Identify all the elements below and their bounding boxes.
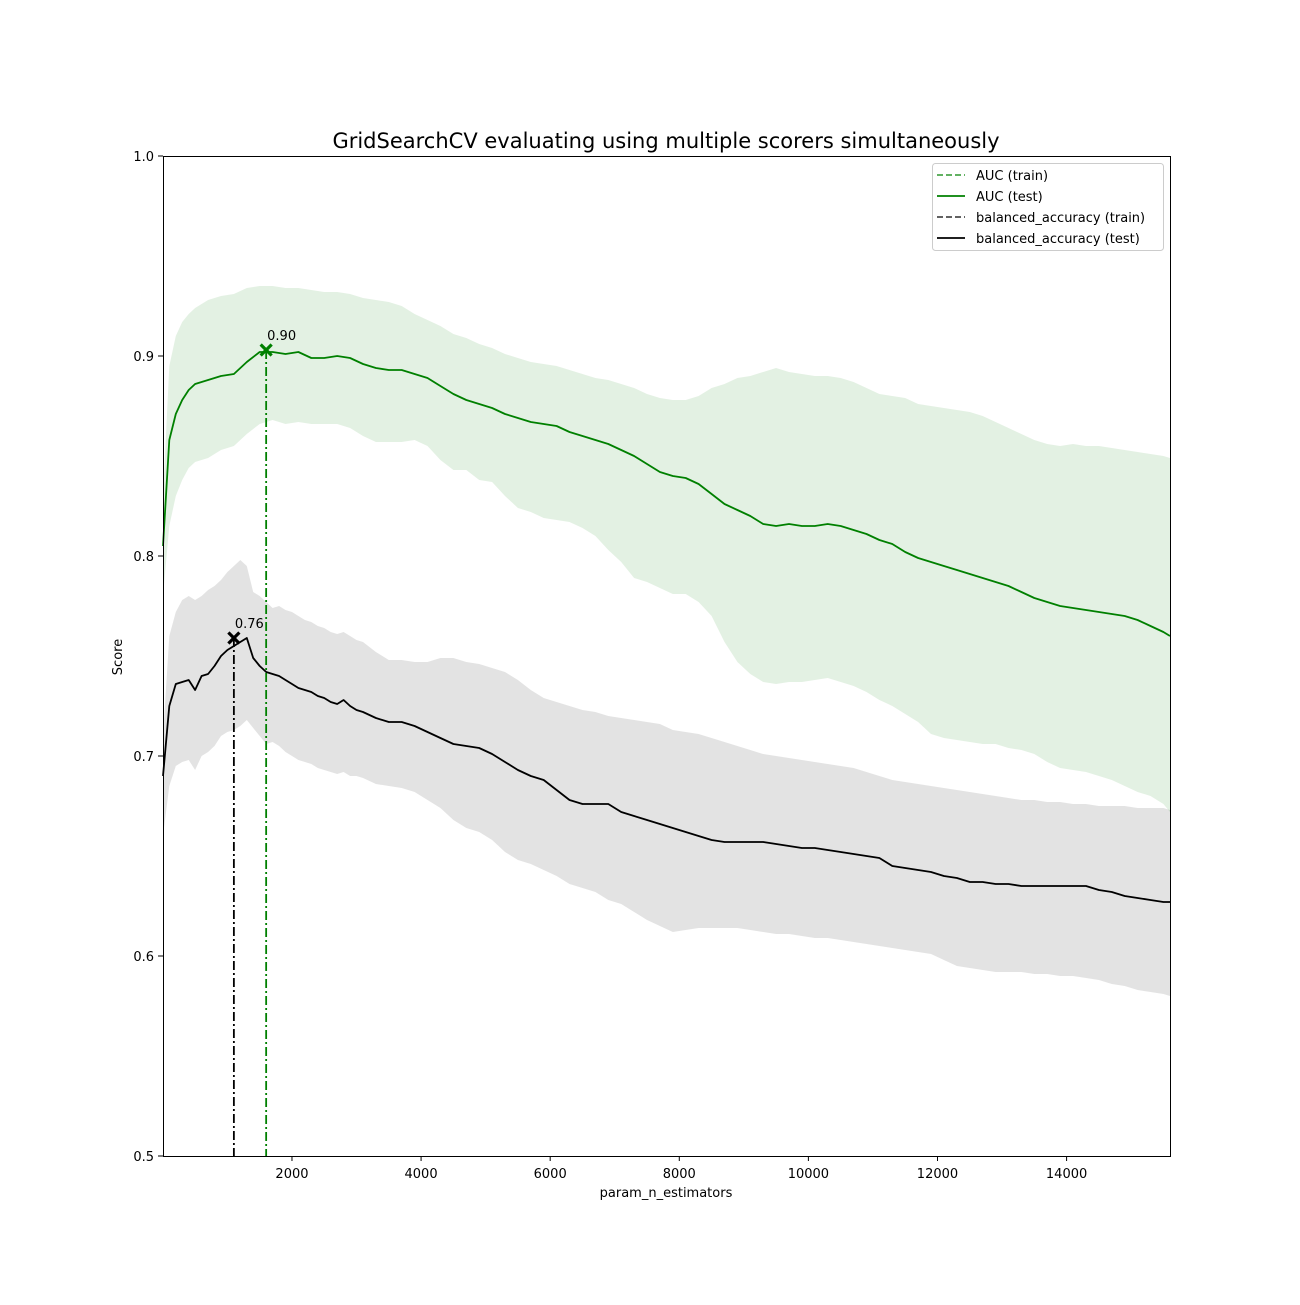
- legend-label: balanced_accuracy (test): [976, 232, 1140, 247]
- balanced-accuracy-std-band: [163, 560, 1170, 996]
- x-axis-label: param_n_estimators: [600, 1186, 733, 1201]
- balanced-accuracy-best-marker: [227, 631, 241, 645]
- x-tick-label: 12000: [917, 1167, 958, 1182]
- x-tick-label: 4000: [405, 1167, 438, 1182]
- balanced-accuracy-best-score-label: 0.76: [235, 617, 264, 632]
- legend-item: balanced_accuracy (train): [937, 211, 1145, 226]
- x-axis-ticks: 2000 4000 6000 8000 10000 12000 14000: [275, 1156, 1087, 1182]
- plot-frame: [163, 156, 1171, 1157]
- y-axis-label: Score: [111, 639, 126, 675]
- x-tick-label: 8000: [663, 1167, 696, 1182]
- x-tick-label: 6000: [534, 1167, 567, 1182]
- balanced-accuracy-test-line: [162, 637, 1170, 903]
- x-tick-label: 10000: [788, 1167, 829, 1182]
- legend: AUC (train) AUC (test) balanced_accuracy (…: [932, 163, 1164, 251]
- series-lines: [162, 351, 1171, 903]
- y-axis-ticks: 0.5 0.6 0.7 0.8 0.9 1.0: [133, 150, 163, 1165]
- y-tick-label: 0.5: [133, 1150, 154, 1165]
- legend-label: balanced_accuracy (train): [976, 211, 1145, 226]
- auc-best-score-label: 0.90: [267, 329, 296, 344]
- auc-std-band: [163, 286, 1170, 812]
- legend-item: AUC (test): [937, 190, 1043, 205]
- x-tick-label: 2000: [275, 1167, 308, 1182]
- x-tick-label: 14000: [1046, 1167, 1087, 1182]
- legend-item: balanced_accuracy (test): [937, 232, 1140, 247]
- y-tick-label: 0.6: [133, 950, 154, 965]
- y-tick-label: 0.8: [133, 550, 154, 565]
- legend-label: AUC (test): [976, 190, 1043, 205]
- legend-label: AUC (train): [976, 169, 1048, 184]
- y-tick-label: 1.0: [133, 150, 154, 165]
- y-tick-label: 0.7: [133, 750, 154, 765]
- y-tick-label: 0.9: [133, 350, 154, 365]
- chart-title: GridSearchCV evaluating using multiple s…: [332, 129, 999, 153]
- auc-best-marker: [259, 343, 273, 357]
- auc-test-line: [162, 351, 1171, 637]
- best-score-markers: 0.90 0.76: [227, 329, 296, 1156]
- legend-box: [932, 163, 1164, 251]
- confidence-bands: [163, 286, 1170, 996]
- legend-item: AUC (train): [937, 169, 1048, 184]
